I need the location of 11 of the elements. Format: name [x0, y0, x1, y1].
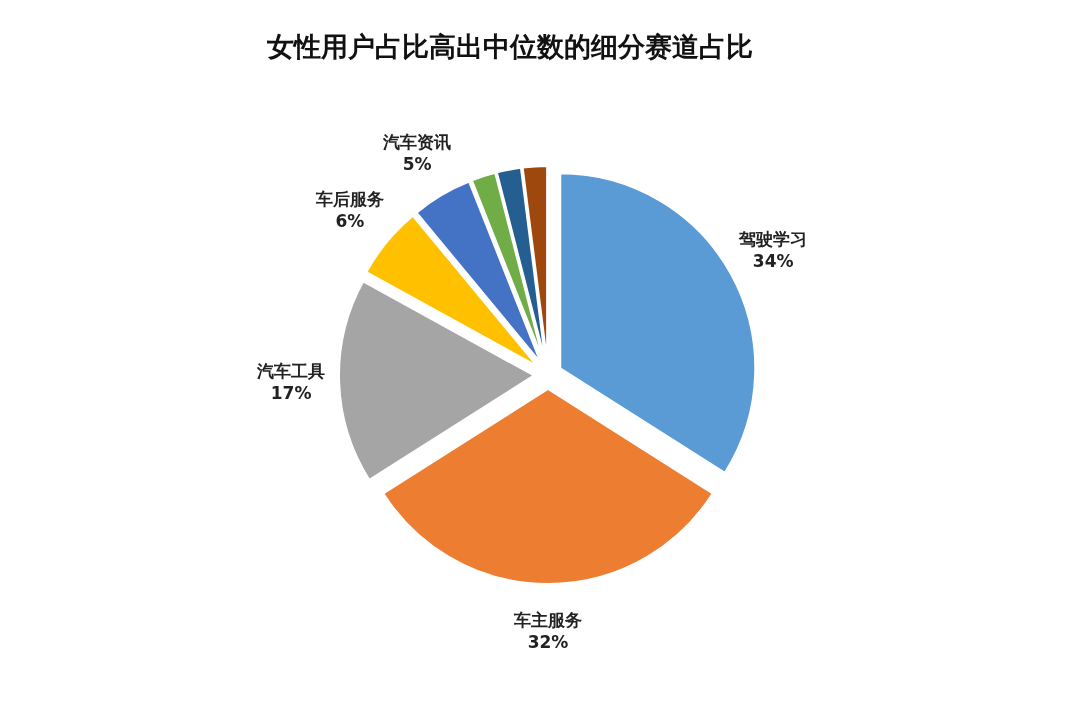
data-label: 32%	[527, 632, 569, 652]
data-label: 6%	[335, 211, 365, 232]
data-label: 34%	[752, 251, 794, 272]
slice-label: 驾驶学习	[738, 229, 808, 250]
chart-title: 女性用户占比高出中位数的细分赛道占比	[266, 31, 753, 62]
data-label: 5%	[402, 153, 432, 174]
slice-label: 车主服务	[513, 610, 582, 630]
slice-label: 汽车资讯	[382, 131, 452, 152]
slice-label: 汽车工具	[256, 361, 326, 382]
data-label: 17%	[270, 383, 312, 404]
slice-label: 车后服务	[314, 189, 384, 210]
